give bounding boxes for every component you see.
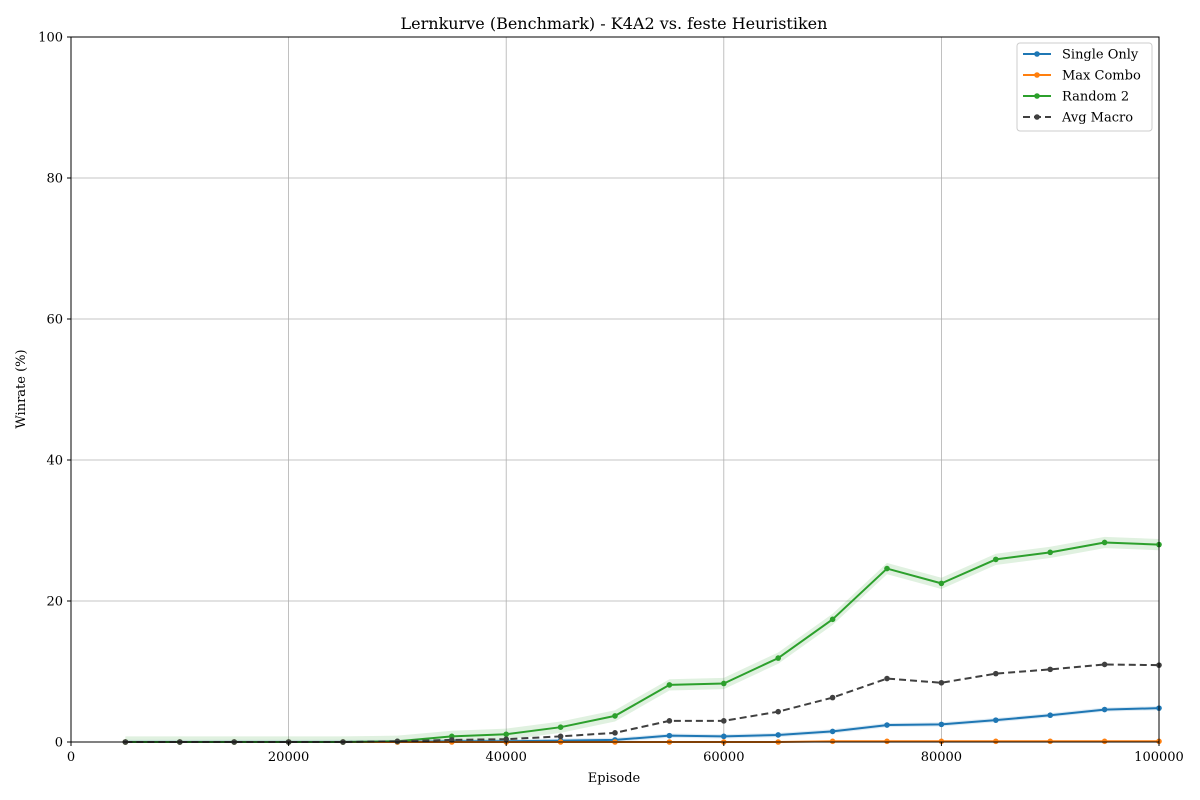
y-tick-label: 20 bbox=[46, 595, 63, 610]
data-point-series-3 bbox=[938, 580, 945, 587]
data-point-series-3 bbox=[775, 655, 781, 661]
x-tick-label: 0 bbox=[67, 750, 75, 765]
data-point-series-4 bbox=[938, 679, 945, 686]
x-tick-label: 60000 bbox=[703, 750, 744, 765]
legend-label: Avg Macro bbox=[1061, 111, 1133, 126]
data-point-series-4 bbox=[829, 694, 836, 701]
plot-frame bbox=[70, 36, 1160, 743]
series-lines bbox=[125, 541, 1160, 743]
data-point-series-1 bbox=[1101, 706, 1108, 713]
legend: Single Only Max Combo Random 2 Avg Macro bbox=[1016, 42, 1153, 132]
data-point-series-2 bbox=[938, 738, 945, 745]
grid-lines bbox=[70, 36, 1160, 743]
data-point-series-1 bbox=[666, 732, 673, 739]
x-tick-label: 80000 bbox=[921, 750, 962, 765]
data-point-series-1 bbox=[993, 717, 999, 723]
data-point-series-3 bbox=[884, 565, 890, 572]
data-point-series-4 bbox=[666, 718, 673, 724]
series-line-3 bbox=[125, 541, 1160, 743]
legend-marker bbox=[1034, 93, 1040, 99]
data-point-series-1 bbox=[884, 722, 890, 728]
data-point-series-3 bbox=[721, 680, 727, 687]
legend-marker bbox=[1034, 72, 1040, 78]
x-tick-label: 20000 bbox=[268, 750, 309, 765]
data-point-series-3 bbox=[503, 731, 510, 738]
data-point-series-3 bbox=[829, 616, 836, 623]
y-tick-label: 0 bbox=[55, 736, 63, 751]
data-point-series-1 bbox=[829, 728, 836, 735]
band-series-3 bbox=[125, 536, 1159, 742]
data-point-series-4 bbox=[503, 736, 510, 742]
legend-label: Max Combo bbox=[1062, 69, 1141, 84]
data-point-series-4 bbox=[612, 730, 618, 736]
data-point-series-3 bbox=[1047, 549, 1053, 556]
data-point-series-1 bbox=[721, 733, 727, 740]
data-point-series-3 bbox=[557, 724, 564, 730]
y-tick-label: 60 bbox=[46, 313, 63, 328]
data-point-series-4 bbox=[1047, 666, 1053, 673]
confidence-bands bbox=[125, 536, 1159, 742]
y-tick-label: 100 bbox=[38, 31, 63, 46]
data-point-series-2 bbox=[829, 738, 836, 745]
data-point-series-4 bbox=[1101, 661, 1108, 668]
x-tick-label: 100000 bbox=[1134, 750, 1184, 765]
data-point-series-2 bbox=[993, 738, 999, 745]
data-point-series-3 bbox=[612, 713, 618, 719]
legend-box bbox=[1016, 42, 1153, 132]
data-point-series-1 bbox=[775, 732, 781, 738]
legend-marker bbox=[1034, 114, 1040, 120]
chart-title: Lernkurve (Benchmark) - K4A2 vs. feste H… bbox=[401, 14, 828, 33]
data-point-series-4 bbox=[721, 718, 727, 724]
series-line-4 bbox=[125, 663, 1160, 743]
data-point-series-3 bbox=[993, 556, 999, 563]
x-axis-label: Episode bbox=[588, 771, 641, 786]
data-point-series-1 bbox=[1047, 712, 1053, 719]
legend-marker bbox=[1034, 51, 1040, 57]
data-point-series-2 bbox=[884, 738, 890, 745]
y-tick-label: 40 bbox=[46, 454, 63, 469]
data-point-series-4 bbox=[557, 733, 564, 740]
data-point-series-4 bbox=[775, 708, 781, 715]
data-point-series-2 bbox=[1101, 738, 1108, 745]
data-point-series-1 bbox=[938, 721, 945, 728]
data-points bbox=[122, 539, 1162, 745]
data-point-series-4 bbox=[993, 670, 999, 677]
data-point-series-4 bbox=[449, 737, 455, 743]
y-axis-ticks: 0 20 40 60 80 100 bbox=[38, 31, 71, 751]
data-point-series-4 bbox=[394, 738, 401, 745]
data-point-series-3 bbox=[666, 682, 673, 688]
data-point-series-2 bbox=[1047, 738, 1053, 745]
x-axis-ticks: 0 20000 40000 60000 80000 100000 bbox=[67, 742, 1184, 765]
legend-label: Single Only bbox=[1062, 48, 1139, 63]
data-point-series-4 bbox=[884, 675, 890, 682]
legend-label: Random 2 bbox=[1062, 90, 1129, 105]
x-tick-label: 40000 bbox=[486, 750, 527, 765]
y-axis-label: Winrate (%) bbox=[14, 349, 29, 428]
y-tick-label: 80 bbox=[46, 172, 63, 187]
data-point-series-3 bbox=[1101, 539, 1108, 546]
